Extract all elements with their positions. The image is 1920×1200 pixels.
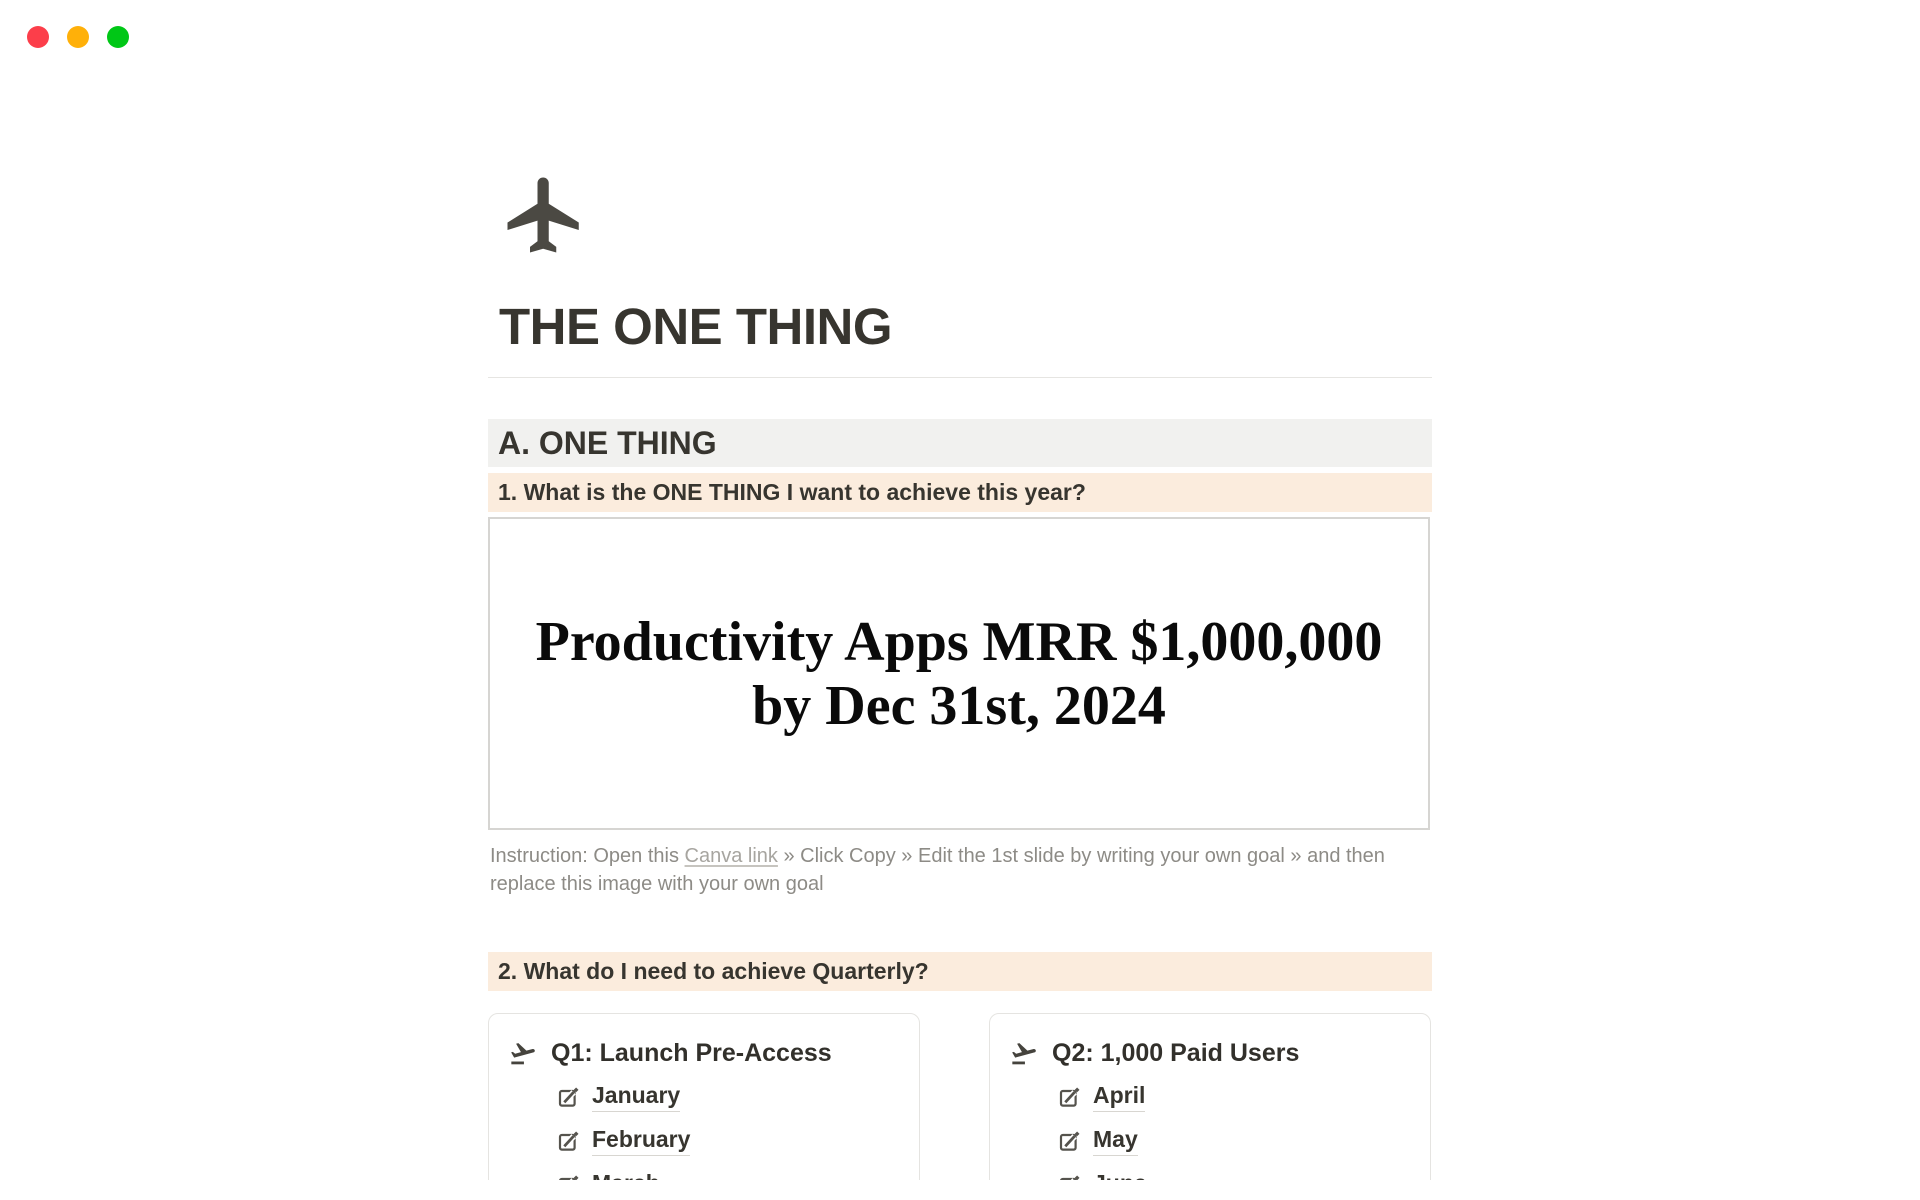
question-1-heading: 1. What is the ONE THING I want to achie… [488, 473, 1432, 512]
zoom-window-button[interactable] [107, 26, 129, 48]
page-title: THE ONE THING [499, 298, 893, 355]
goal-image[interactable]: Productivity Apps MRR $1,000,000 by Dec … [488, 517, 1430, 830]
page-content: THE ONE THING A. ONE THING 1. What is th… [488, 0, 1432, 1180]
quarter-card-q2: Q2: 1,000 Paid Users April [989, 1013, 1431, 1180]
q2-card-header: Q2: 1,000 Paid Users [1010, 1038, 1430, 1068]
page-edit-icon [1059, 1131, 1080, 1151]
month-row: April [1058, 1082, 1430, 1112]
month-row: March [557, 1170, 919, 1180]
month-link-march[interactable]: March [592, 1170, 660, 1180]
airplane-icon[interactable] [500, 170, 590, 260]
quarter-card-q1: Q1: Launch Pre-Access January [488, 1013, 920, 1180]
month-row: February [557, 1126, 919, 1156]
q2-card-title: Q2: 1,000 Paid Users [1052, 1038, 1300, 1067]
month-link-february[interactable]: February [592, 1126, 691, 1156]
month-row: May [1058, 1126, 1430, 1156]
page-edit-icon [558, 1087, 579, 1107]
plane-takeoff-icon [511, 1043, 535, 1065]
month-link-june[interactable]: June [1093, 1170, 1147, 1180]
month-row: January [557, 1082, 919, 1112]
goal-text-line-2: by Dec 31st, 2024 [752, 674, 1166, 737]
section-a-heading: A. ONE THING [488, 419, 1432, 467]
month-row: June [1058, 1170, 1430, 1180]
page-edit-icon [558, 1131, 579, 1151]
month-link-april[interactable]: April [1093, 1082, 1146, 1112]
page-edit-icon [1060, 1175, 1080, 1180]
month-link-may[interactable]: May [1093, 1126, 1138, 1156]
instruction-caption: Instruction: Open this Canva link » Clic… [490, 842, 1432, 898]
close-window-button[interactable] [27, 26, 49, 48]
page-edit-icon [1059, 1087, 1080, 1107]
q2-month-list: April May [1058, 1082, 1430, 1180]
q1-card-title: Q1: Launch Pre-Access [551, 1038, 832, 1067]
question-2-heading: 2. What do I need to achieve Quarterly? [488, 952, 1432, 991]
page-edit-icon [559, 1175, 579, 1180]
plane-takeoff-icon [1012, 1043, 1036, 1065]
q1-month-list: January February [557, 1082, 919, 1180]
canva-link[interactable]: Canva link [684, 845, 778, 867]
instruction-suffix: » Click Copy » Edit the 1st slide by wri… [490, 845, 1385, 895]
minimize-window-button[interactable] [67, 26, 89, 48]
window-controls [27, 26, 129, 48]
q1-card-header: Q1: Launch Pre-Access [509, 1038, 919, 1068]
month-link-january[interactable]: January [592, 1082, 681, 1112]
instruction-prefix: Instruction: Open this [490, 845, 685, 867]
divider [488, 377, 1432, 378]
goal-text-line-1: Productivity Apps MRR $1,000,000 [535, 610, 1383, 673]
